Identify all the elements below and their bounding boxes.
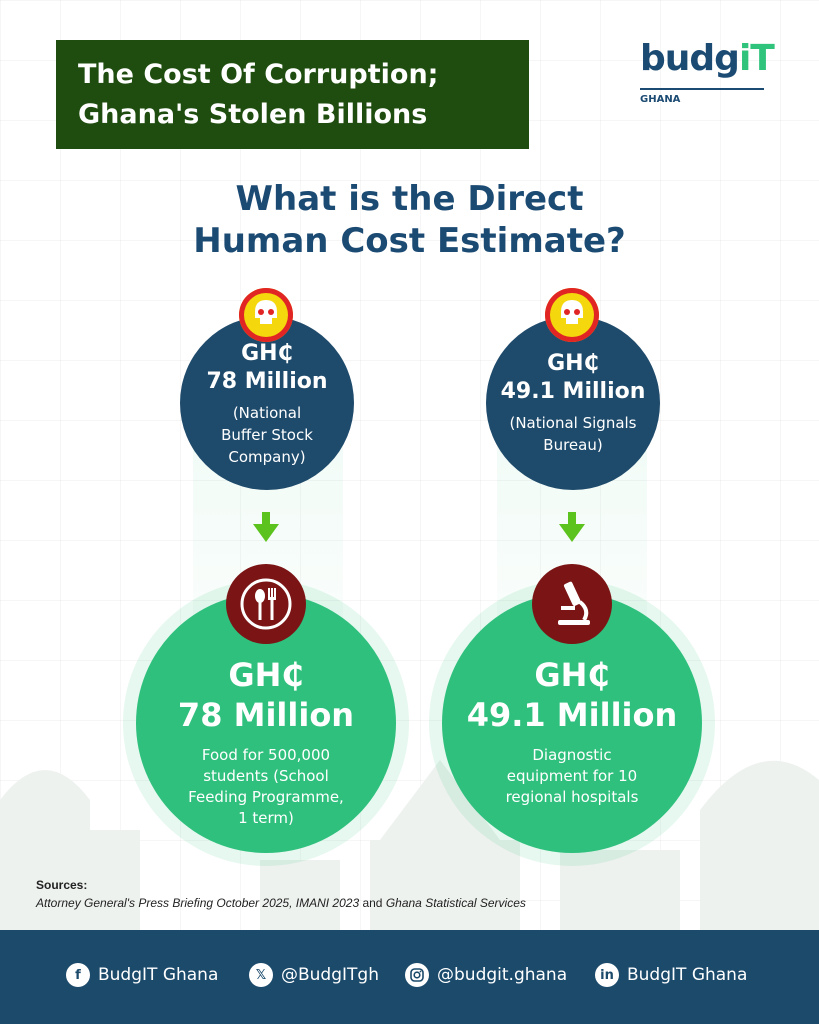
source-org: (National Buffer Stock Company) (180, 402, 354, 468)
source-circle-left: GH₵ 78 Million (National Buffer Stock Co… (180, 316, 354, 490)
x-link[interactable]: 𝕏 @BudgITgh (249, 962, 379, 988)
source-amount: 49.1 Million (500, 379, 646, 404)
source-currency: GH₵ (241, 341, 293, 366)
microscope-icon (558, 581, 590, 625)
outcome-desc-line-1: Food for 500,000 (201, 746, 331, 764)
heading-line-2: Human Cost Estimate? (193, 221, 626, 261)
sources-part-1: Attorney General's Press Briefing Octobe… (36, 896, 360, 910)
linkedin-link[interactable]: in BudgIT Ghana (595, 962, 747, 988)
outcome-description: Diagnostic equipment for 10 regional hos… (442, 745, 702, 808)
budgit-logo: budgiT GHANA (640, 38, 775, 110)
outcome-desc-line-3: Feeding Programme, (188, 788, 344, 806)
outcome-desc-line-1: Diagnostic (532, 746, 612, 764)
outcome-desc-line-2: equipment for 10 (506, 767, 638, 785)
title-banner: The Cost Of Corruption; Ghana's Stolen B… (56, 40, 529, 149)
outcome-desc-line-2: students (School (203, 767, 329, 785)
source-org: (National Signals Bureau) (486, 412, 660, 456)
logo-word-main: budg (640, 38, 740, 79)
source-org-line-2: Bureau) (543, 436, 603, 454)
outcome-desc-line-4: 1 term) (238, 809, 294, 827)
utensils-icon (240, 578, 292, 630)
facebook-link[interactable]: f BudgIT Ghana (66, 962, 218, 988)
source-currency: GH₵ (547, 351, 599, 376)
x-handle: @BudgITgh (281, 965, 379, 985)
outcome-description: Food for 500,000 students (School Feedin… (136, 745, 396, 829)
source-org-line-3: Company) (228, 448, 306, 466)
outcome-amount: 78 Million (177, 696, 355, 734)
source-org-line-2: Buffer Stock (221, 426, 313, 444)
logo-word: budgiT (640, 38, 775, 79)
instagram-handle: @budgit.ghana (437, 965, 568, 985)
facebook-icon: f (66, 963, 90, 987)
arrow-down-icon (253, 512, 279, 542)
logo-country: GHANA (640, 94, 681, 105)
source-amount: 78 Million (206, 369, 328, 394)
title-line-1: The Cost Of Corruption; (78, 58, 439, 90)
section-heading: What is the Direct Human Cost Estimate? (0, 178, 819, 262)
sources-note: Sources: Attorney General's Press Briefi… (36, 876, 526, 912)
source-org-line-1: (National Signals (509, 414, 637, 432)
facebook-handle: BudgIT Ghana (98, 965, 219, 985)
outcome-currency: GH₵ (228, 656, 304, 694)
background-skyline (0, 760, 819, 930)
heading-line-1: What is the Direct (235, 179, 584, 219)
sources-part-3: Ghana Statistical Services (385, 896, 526, 910)
outcome-desc-line-3: regional hospitals (505, 788, 639, 806)
instagram-icon (405, 963, 429, 987)
title-line-2: Ghana's Stolen Billions (78, 98, 428, 130)
instagram-link[interactable]: @budgit.ghana (405, 962, 567, 988)
microscope-badge (532, 564, 612, 644)
outcome-circle-right: GH₵ 49.1 Million Diagnostic equipment fo… (442, 593, 702, 853)
utensils-badge (226, 564, 306, 644)
sources-label: Sources: (36, 878, 88, 892)
skull-badge-right (545, 288, 599, 342)
source-circle-right: GH₵ 49.1 Million (National Signals Burea… (486, 316, 660, 490)
logo-divider (640, 88, 764, 90)
skull-icon (255, 300, 277, 324)
linkedin-icon: in (595, 963, 619, 987)
linkedin-handle: BudgIT Ghana (627, 965, 748, 985)
logo-word-accent: iT (738, 38, 775, 79)
skull-badge-left (239, 288, 293, 342)
arrow-down-icon (559, 512, 585, 542)
outcome-currency: GH₵ (534, 656, 610, 694)
outcome-amount: 49.1 Million (466, 696, 678, 734)
x-icon: 𝕏 (249, 963, 273, 987)
sources-part-2: and (359, 896, 386, 910)
source-org-line-1: (National (232, 404, 302, 422)
skull-icon (561, 300, 583, 324)
